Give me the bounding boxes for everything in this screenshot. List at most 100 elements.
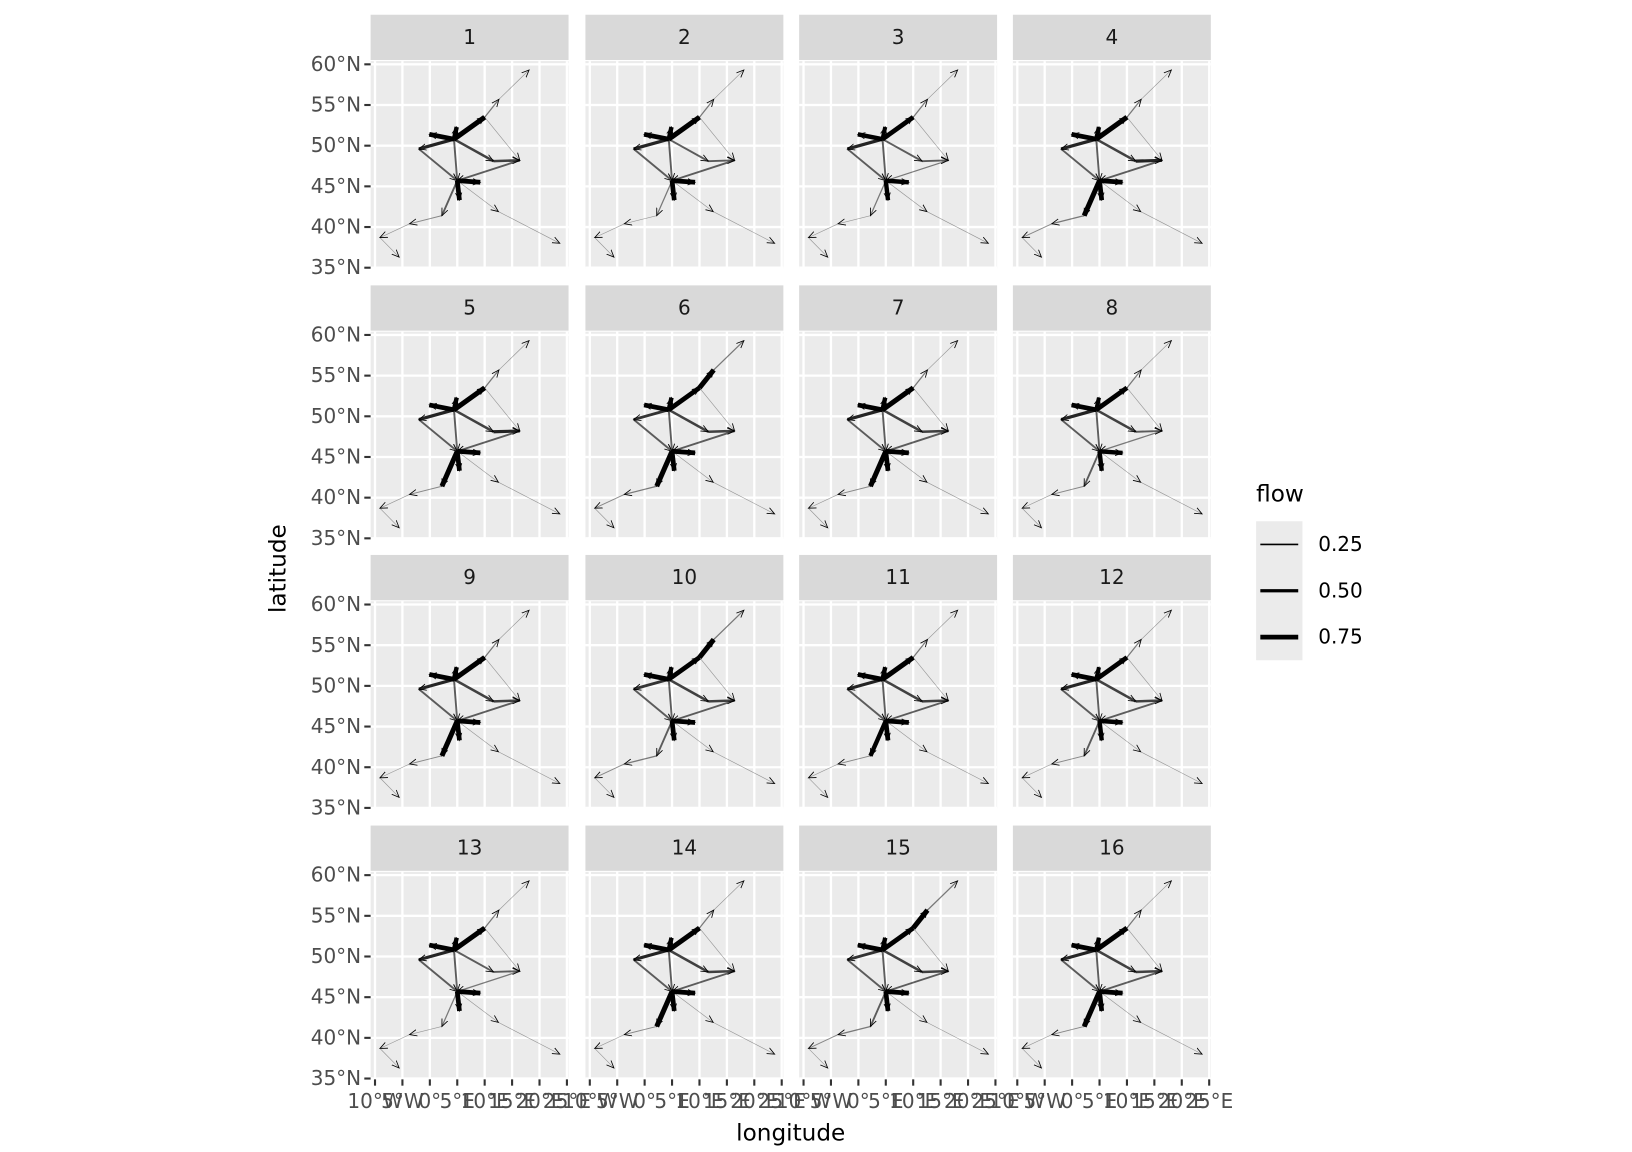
y-tick-label: 35°N	[311, 526, 361, 550]
flow-line	[1140, 481, 1202, 514]
flow-line	[654, 450, 675, 488]
flow-line	[669, 398, 674, 411]
flow-line	[846, 418, 885, 453]
flow-line	[457, 430, 521, 451]
panel-background	[585, 601, 784, 809]
strip	[799, 14, 998, 61]
x-tick-label: 5°W	[1023, 1089, 1066, 1113]
flow-line	[885, 991, 909, 993]
flow-line	[669, 667, 674, 680]
flow-line	[713, 211, 774, 244]
flow-line	[846, 148, 885, 182]
flow-line	[838, 485, 871, 494]
flow-line	[881, 409, 885, 451]
flow-line	[484, 117, 520, 160]
x-tick-label: 5°W	[381, 1089, 424, 1113]
flow-line	[912, 99, 927, 118]
flow-line	[1052, 755, 1085, 764]
flow-line	[713, 70, 744, 100]
strip-label: 16	[1099, 836, 1124, 860]
flow-line	[1126, 657, 1162, 700]
flow-line	[453, 139, 457, 180]
strip	[1012, 285, 1211, 331]
x-tick-label: 20°E	[515, 1089, 563, 1113]
flow-line	[838, 215, 871, 224]
flow-line	[669, 720, 674, 741]
y-tick-label: 50°N	[311, 673, 361, 697]
flow-line	[594, 508, 614, 528]
strip-label: 11	[885, 565, 910, 589]
flow-line	[498, 610, 529, 640]
y-tick-label: 55°N	[311, 363, 361, 387]
flow-line	[644, 402, 670, 413]
flow-line	[1060, 688, 1099, 722]
flow-line	[697, 637, 716, 659]
flow-line	[595, 763, 625, 778]
strip	[1012, 554, 1211, 601]
x-tick-label: 25°E	[543, 1089, 591, 1113]
y-tick-label: 60°N	[311, 592, 361, 616]
flow-line	[1140, 70, 1171, 100]
flow-line	[885, 451, 927, 482]
flow-line	[457, 720, 498, 752]
panel-background	[370, 61, 569, 269]
flow-line	[1060, 959, 1099, 993]
flow-line	[667, 655, 701, 682]
strip	[370, 14, 569, 61]
panel-background	[1012, 601, 1211, 809]
flow-line	[429, 942, 455, 953]
flow-line	[882, 667, 888, 680]
flow-line	[418, 959, 457, 993]
flow-line	[881, 385, 915, 412]
flow-line	[457, 699, 521, 721]
y-tick-label: 50°N	[311, 133, 361, 157]
flow-line	[453, 679, 457, 720]
x-tick-label: 20°E	[944, 1089, 992, 1113]
flow-line	[699, 117, 734, 160]
panel-background	[585, 331, 784, 540]
flow-line	[624, 755, 657, 764]
flow-line	[452, 385, 487, 412]
flow-line	[882, 138, 921, 162]
flow-line	[882, 938, 888, 951]
flow-line	[644, 672, 670, 682]
flow-line	[698, 910, 713, 929]
flow-line	[885, 991, 927, 1022]
flow-line	[667, 679, 672, 720]
flow-line	[846, 959, 885, 993]
flow-line	[838, 755, 871, 764]
flow-line	[595, 1034, 625, 1049]
flow-line	[1099, 451, 1141, 482]
flow-line	[454, 127, 459, 140]
flow-line	[484, 387, 520, 431]
flow-line	[885, 451, 909, 453]
flow-line	[1126, 117, 1162, 160]
panel-background	[370, 331, 569, 540]
flow-line	[429, 131, 455, 142]
flow-line	[1083, 450, 1101, 486]
flow-line	[410, 485, 443, 494]
flow-line	[927, 610, 957, 640]
flow-line	[1099, 720, 1141, 752]
flow-line	[668, 408, 708, 433]
flow-line	[484, 640, 499, 658]
x-tick-label: 10°E	[889, 1089, 937, 1113]
flow-line	[672, 430, 735, 451]
flow-line	[671, 991, 695, 993]
y-tick-label: 45°N	[311, 985, 361, 1009]
flow-line	[882, 127, 888, 140]
flow-line	[1126, 99, 1141, 118]
flow-line	[838, 1025, 871, 1034]
y-tick-label: 60°N	[311, 863, 361, 887]
x-tick-label: 10°E	[461, 1089, 509, 1113]
flow-line	[926, 751, 988, 784]
strip-label: 3	[892, 25, 905, 49]
flow-line	[847, 137, 883, 151]
x-tick-label: 5°E	[1082, 1089, 1117, 1113]
x-tick-label: 5°E	[868, 1089, 903, 1113]
flow-line	[1052, 1026, 1085, 1034]
flow-line	[1140, 610, 1171, 640]
flow-line	[667, 115, 701, 142]
y-tick-label: 40°N	[311, 755, 361, 779]
